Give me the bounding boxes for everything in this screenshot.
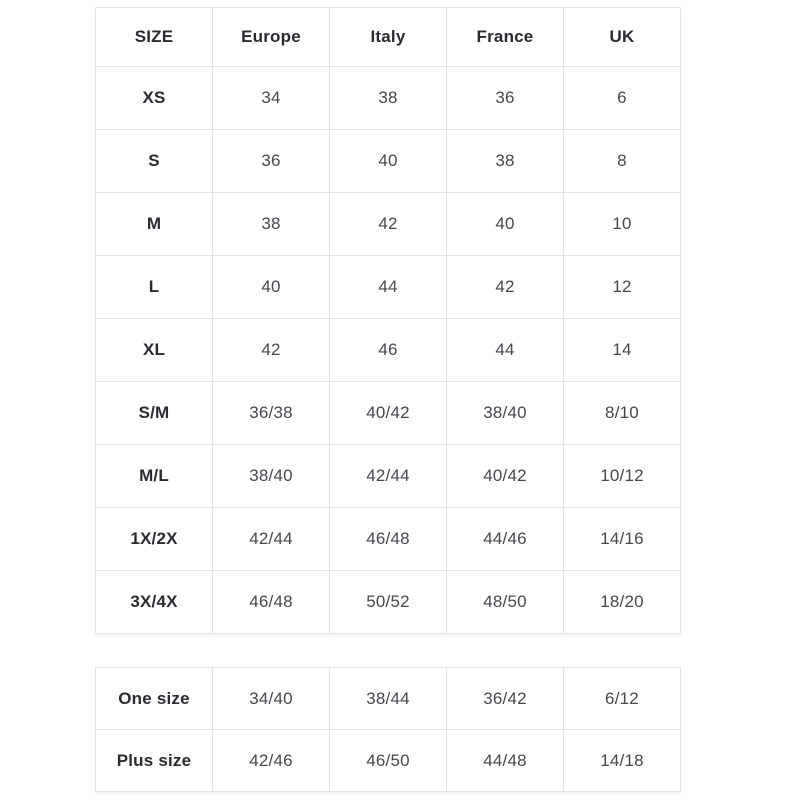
size-label: S/M [95,381,213,445]
special-sizes-table-container: One size 34/40 38/44 36/42 6/12 Plus size 42/4… [95,667,681,792]
size-label: M/L [95,444,213,508]
size-value: 42/44 [212,507,330,571]
size-value: 46/48 [212,570,330,634]
special-sizes-table: One size 34/40 38/44 36/42 6/12 Plus size 42/4… [95,667,681,792]
size-value: 42 [212,318,330,382]
size-value: 8 [563,129,681,193]
size-value: 42 [329,192,447,256]
size-value: 38 [329,66,447,130]
column-header-italy: Italy [329,7,447,67]
size-label: 1X/2X [95,507,213,571]
size-label: M [95,192,213,256]
table-row-one-size: One size 34/40 38/44 36/42 6/12 [95,667,681,730]
table-row-m: M 38 42 40 10 [95,192,681,256]
size-conversion-table: SIZE Europe Italy France UK XS 34 38 36 6 S 36 40 38… [95,7,681,634]
table-row-plus-size: Plus size 42/46 46/50 44/48 14/18 [95,729,681,792]
size-label: Plus size [95,729,213,792]
size-value: 40 [446,192,564,256]
size-value: 46/48 [329,507,447,571]
size-value: 36 [446,66,564,130]
size-table-body: XS 34 38 36 6 S 36 40 38 8 M 38 42 40 10 L 40 44 42 12 XL 42 4… [95,66,681,634]
size-value: 38/44 [329,667,447,730]
table-row-s-m: S/M 36/38 40/42 38/40 8/10 [95,381,681,445]
size-value: 34/40 [212,667,330,730]
size-value: 46/50 [329,729,447,792]
size-value: 40/42 [446,444,564,508]
table-row-1x-2x: 1X/2X 42/44 46/48 44/46 14/16 [95,507,681,571]
size-value: 38/40 [212,444,330,508]
table-row-s: S 36 40 38 8 [95,129,681,193]
size-value: 44 [446,318,564,382]
size-value: 42/46 [212,729,330,792]
size-value: 48/50 [446,570,564,634]
size-label: XL [95,318,213,382]
size-value: 14 [563,318,681,382]
column-header-europe: Europe [212,7,330,67]
table-row-l: L 40 44 42 12 [95,255,681,319]
size-value: 44/48 [446,729,564,792]
size-value: 6/12 [563,667,681,730]
size-value: 40 [212,255,330,319]
size-value: 38 [212,192,330,256]
size-value: 12 [563,255,681,319]
size-value: 10 [563,192,681,256]
size-value: 36/38 [212,381,330,445]
size-conversion-table-container: SIZE Europe Italy France UK XS 34 38 36 6 S 36 40 38… [95,7,681,634]
table-row-m-l: M/L 38/40 42/44 40/42 10/12 [95,444,681,508]
size-value: 10/12 [563,444,681,508]
column-header-size: SIZE [95,7,213,67]
size-value: 50/52 [329,570,447,634]
size-value: 40 [329,129,447,193]
header-row: SIZE Europe Italy France UK [95,7,681,67]
size-value: 46 [329,318,447,382]
size-value: 8/10 [563,381,681,445]
size-value: 42/44 [329,444,447,508]
size-value: 6 [563,66,681,130]
size-value: 40/42 [329,381,447,445]
table-row-xl: XL 42 46 44 14 [95,318,681,382]
column-header-france: France [446,7,564,67]
special-sizes-table-body: One size 34/40 38/44 36/42 6/12 Plus size 42/4… [95,667,681,792]
size-value: 18/20 [563,570,681,634]
size-label: One size [95,667,213,730]
size-label: L [95,255,213,319]
size-value: 42 [446,255,564,319]
size-value: 44 [329,255,447,319]
column-header-uk: UK [563,7,681,67]
size-value: 36/42 [446,667,564,730]
size-value: 36 [212,129,330,193]
size-table-header: SIZE Europe Italy France UK [95,7,681,67]
size-label: S [95,129,213,193]
size-value: 44/46 [446,507,564,571]
size-label: XS [95,66,213,130]
size-value: 38 [446,129,564,193]
size-value: 14/18 [563,729,681,792]
table-row-xs: XS 34 38 36 6 [95,66,681,130]
size-label: 3X/4X [95,570,213,634]
size-value: 34 [212,66,330,130]
table-row-3x-4x: 3X/4X 46/48 50/52 48/50 18/20 [95,570,681,634]
size-value: 14/16 [563,507,681,571]
size-value: 38/40 [446,381,564,445]
